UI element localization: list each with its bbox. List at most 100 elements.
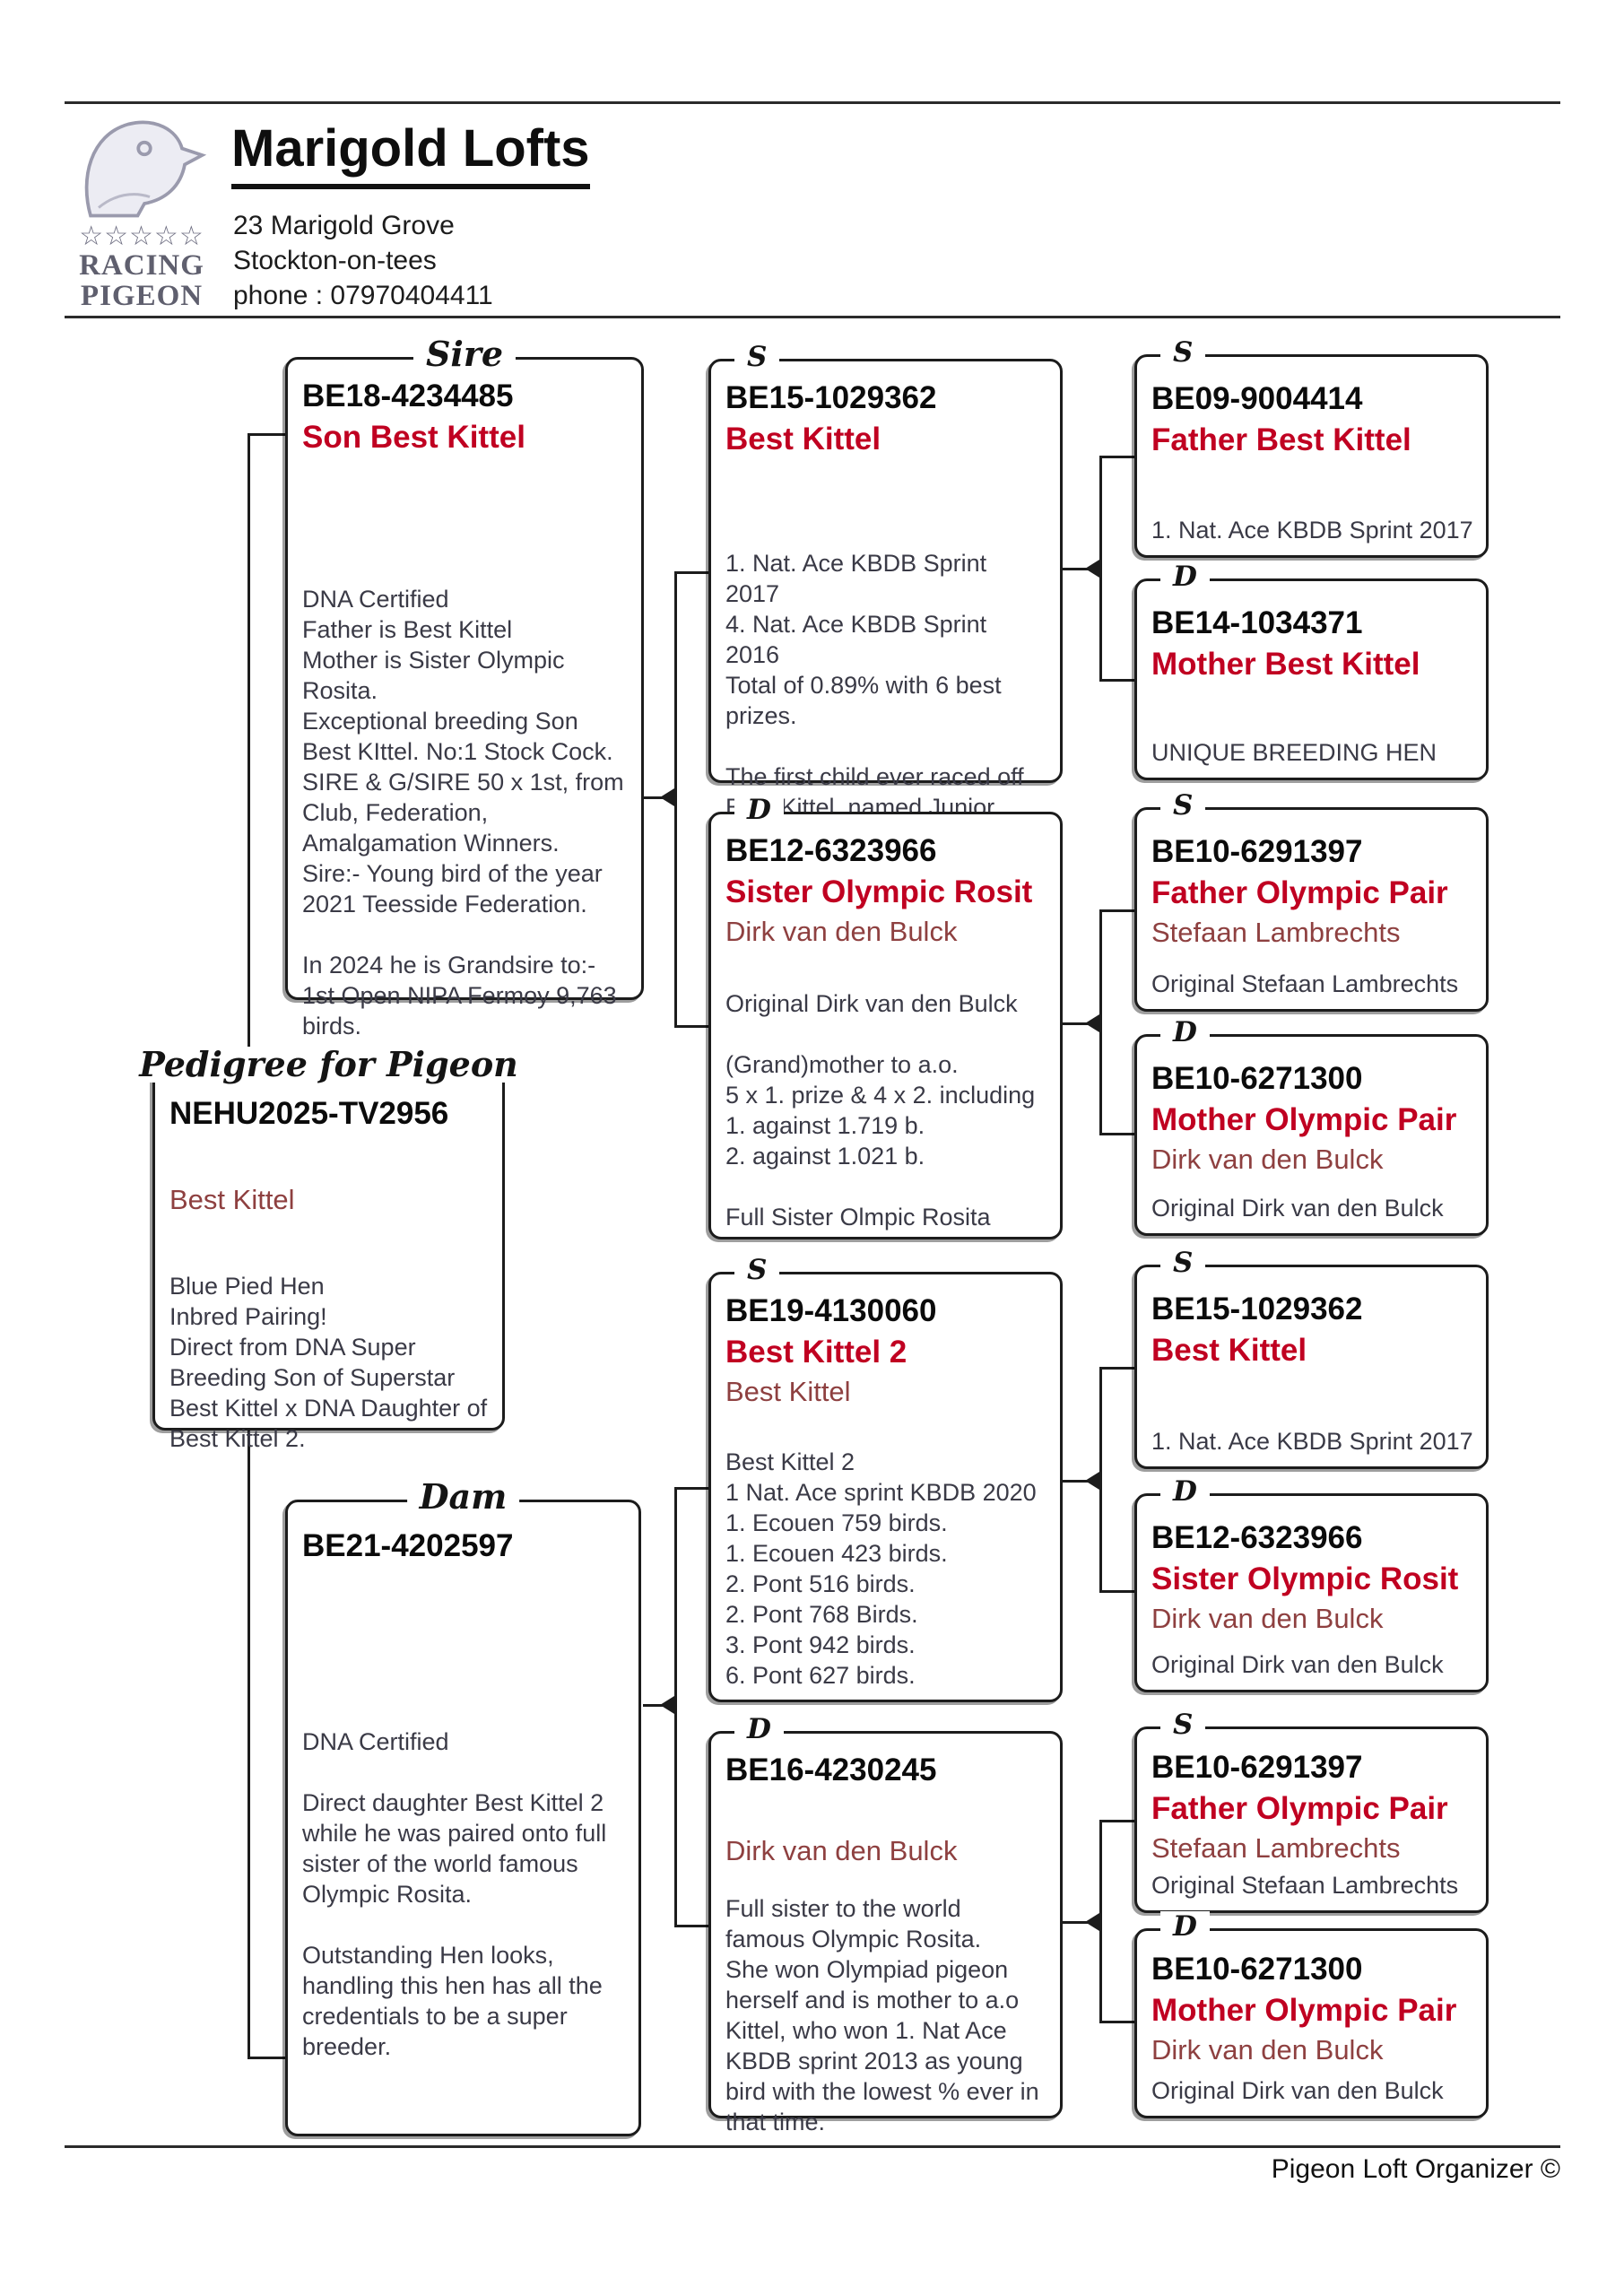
ring-number: BE16-4230245 (725, 1752, 937, 1787)
sire-short-label: S (1160, 1709, 1206, 1740)
pigeon-name (725, 1791, 1046, 1832)
connector-arrow-icon (1085, 560, 1099, 578)
pigeon-notes: Blue Pied Hen Inbred Pairing! Direct fro… (169, 1273, 488, 1452)
sire-short-label: S (1160, 337, 1206, 368)
dam-short-label: D (734, 1714, 784, 1744)
ring-number: BE10-6291397 (1151, 834, 1363, 869)
fancier-name: Dirk van den Bulck (1151, 2034, 1384, 2066)
pigeon-name: Mother Best Kittel (1151, 647, 1420, 682)
fancier-name: Stefaan Lambrechts (1151, 917, 1401, 948)
pigeon-footnote: Original Dirk van den Bulck (1151, 1195, 1444, 1222)
ring-number: BE18-4234485 (302, 378, 514, 413)
gen3-dam-box: D BE10-6271300 Mother Olympic Pair Dirk … (1134, 1017, 1489, 1236)
pigeon-name: Son Best Kittel (302, 420, 525, 455)
pigeon-name: Best Kittel (169, 1184, 295, 1215)
software-credit: Pigeon Loft Organizer © (1271, 2154, 1560, 2184)
dam-label: Dam (406, 1479, 520, 1515)
fancier-name: Best Kittel (725, 1376, 851, 1407)
ring-number: BE10-6271300 (1151, 1952, 1363, 1987)
address-line-1: 23 Marigold Grove (233, 211, 455, 240)
pigeon-name: Best Kittel (1151, 1333, 1307, 1368)
ring-number: BE15-1029362 (725, 380, 937, 415)
connector-v (674, 1487, 677, 1927)
pigeon-notes: DNA Certified Direct daughter Best Kitte… (302, 1728, 607, 2060)
pigeon-name: Sister Olympic Rosit (1151, 1561, 1459, 1596)
pigeon-head-icon (74, 120, 209, 222)
connector-h (677, 1925, 708, 1927)
top-rule (65, 101, 1560, 104)
loft-address: 23 Marigold Grove Stockton-on-tees phone… (233, 208, 493, 313)
ring-number: BE21-4202597 (302, 1528, 514, 1563)
five-stars-icon: ☆☆☆☆☆ (79, 222, 204, 251)
connector-arrow-icon (660, 1696, 674, 1714)
header-rule (65, 316, 1560, 318)
subject-label: Pedigree for Pigeon (126, 1047, 531, 1083)
connector-h (1063, 568, 1099, 570)
footer-rule (65, 2145, 1560, 2148)
sire-box: Sire BE18-4234485 Son Best Kittel DNA Ce… (285, 336, 644, 1039)
connector-h (1102, 679, 1134, 682)
connector-h (1063, 1022, 1099, 1025)
dam-short-label: D (1160, 1911, 1210, 1942)
pigeon-name: Mother Olympic Pair (1151, 1993, 1457, 2028)
pigeon-notes: Best Kittel 2 1 Nat. Ace sprint KBDB 202… (725, 1448, 1037, 1689)
connector-h (1102, 1590, 1134, 1593)
connector-h (677, 1025, 708, 1028)
pigeon-name: Sister Olympic Rosit (725, 874, 1033, 909)
fancier-name: Dirk van den Bulck (725, 916, 958, 947)
ring-number: BE09-9004414 (1151, 381, 1363, 416)
gen2-dam-box: D BE12-6323966 Sister Olympic Rosit Dirk… (708, 795, 1063, 1239)
pigeon-footnote: 1. Nat. Ace KBDB Sprint 2017 (1151, 1428, 1473, 1455)
gen3-sire-box: S BE09-9004414 Father Best Kittel 1. Nat… (1134, 337, 1489, 558)
connector-v (1099, 1820, 1102, 2023)
pigeon-name: Father Best Kittel (1151, 422, 1411, 457)
connector-arrow-icon (660, 788, 674, 806)
pigeon-notes: Original Dirk van den Bulck (Grand)mothe… (725, 990, 1036, 1231)
ring-number: BE10-6291397 (1151, 1750, 1363, 1785)
connector-arrow-icon (1085, 1014, 1099, 1032)
ring-number: NEHU2025-TV2956 (169, 1096, 449, 1131)
pigeon-name: Best Kittel 2 (725, 1335, 908, 1370)
connector-h (1102, 1820, 1134, 1822)
logo-brand-bottom: PIGEON (80, 280, 204, 312)
pigeon-name: Father Olympic Pair (1151, 875, 1448, 910)
ring-number: BE12-6323966 (1151, 1520, 1363, 1555)
pigeon-notes: DNA Certified Father is Best Kittel Moth… (302, 586, 624, 1039)
connector-h (1063, 1921, 1099, 1924)
connector-h (1102, 2021, 1134, 2023)
sire-short-label: S (734, 342, 780, 372)
pigeon-name: Father Olympic Pair (1151, 1791, 1448, 1826)
connector-sire-stub (248, 433, 285, 436)
fancier-name: Dirk van den Bulck (725, 1835, 958, 1866)
connector-h (643, 796, 674, 799)
connector-arrow-icon (1085, 1913, 1099, 1931)
dam-short-label: D (1160, 561, 1210, 592)
connector-v (1099, 1367, 1102, 1593)
sire-short-label: S (1160, 1248, 1206, 1278)
connector-arrow-icon (1085, 1472, 1099, 1490)
dam-box: Dam BE21-4202597 DNA Certified Direct da… (285, 1479, 641, 2136)
connector-h (677, 571, 708, 574)
phone-line: phone : 07970404411 (233, 281, 493, 310)
pigeon-footnote: Original Dirk van den Bulck (1151, 2077, 1444, 2104)
gen3-dam-box: D BE14-1034371 Mother Best Kittel UNIQUE… (1134, 561, 1489, 780)
fancier-name: Dirk van den Bulck (1151, 1603, 1384, 1634)
sire-label: Sire (413, 336, 517, 372)
connector-v (1099, 909, 1102, 1135)
sire-short-label: S (1160, 790, 1206, 821)
ring-number: BE14-1034371 (1151, 605, 1363, 640)
pigeon-footnote: Original Stefaan Lambrechts (1151, 1872, 1459, 1899)
connector-dam-stub (248, 2057, 285, 2059)
connector-h (677, 1487, 708, 1490)
connector-h (1102, 1367, 1134, 1370)
pigeon-footnote: 1. Nat. Ace KBDB Sprint 2017 (1151, 517, 1473, 544)
pigeon-name: Mother Olympic Pair (1151, 1102, 1457, 1137)
fancier-name: Stefaan Lambrechts (1151, 1832, 1401, 1864)
address-line-2: Stockton-on-tees (233, 246, 437, 275)
gen2-sire-box: S BE15-1029362 Best Kittel 1. Nat. Ace K… (708, 342, 1063, 882)
pigeon-name: Best Kittel (725, 422, 881, 457)
ring-number: BE15-1029362 (1151, 1292, 1363, 1326)
fancier-name: Dirk van den Bulck (1151, 1144, 1384, 1175)
pigeon-footnote: UNIQUE BREEDING HEN (1151, 739, 1437, 766)
